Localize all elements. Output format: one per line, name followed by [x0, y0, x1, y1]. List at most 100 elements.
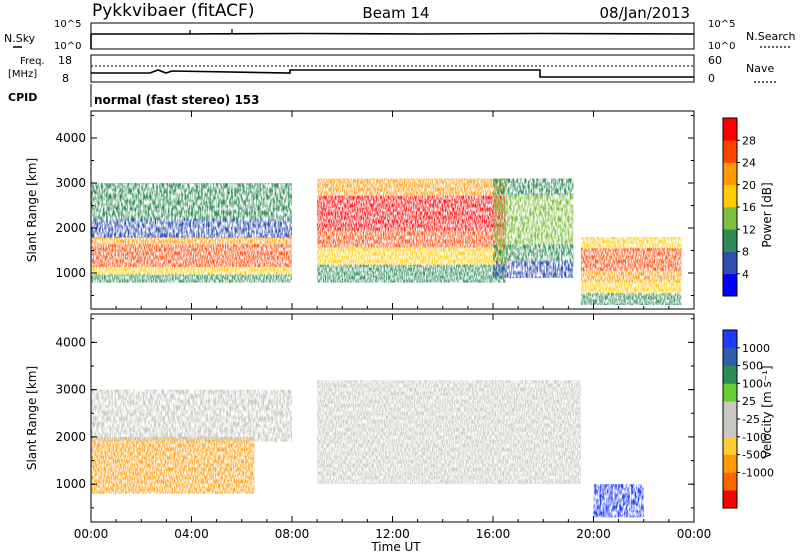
- power-colorbar-tick-label: 12: [742, 223, 756, 236]
- power-y-axis-label: Slant Range [km]: [25, 158, 39, 262]
- y-tick-label: 1000: [55, 266, 86, 280]
- power-band: [493, 228, 574, 246]
- freq-label-2: [MHz]: [8, 69, 37, 80]
- plot-title: Pykkvibaer (fitACF): [92, 1, 254, 21]
- freq-tick-bottom: 8: [62, 72, 69, 85]
- power-band: [580, 237, 682, 249]
- y-tick-label: 4000: [55, 335, 86, 349]
- freq-panel: Freq. [MHz] 18 8 60 0 Nave: [8, 54, 778, 85]
- power-band: [493, 178, 574, 196]
- velocity-colorbar-tick-label: 500: [742, 360, 763, 373]
- y-tick-label: 2000: [55, 221, 86, 235]
- power-band: [91, 267, 292, 276]
- power-colorbar-tick-label: 4: [742, 268, 749, 281]
- power-band: [493, 195, 574, 213]
- cpid-panel: CPID normal (fast stereo) 153: [8, 84, 260, 107]
- y-tick-label: 2000: [55, 430, 86, 444]
- velocity-colorbar-label: Velocity [m s⁻¹]: [760, 365, 774, 458]
- nave-tick-bottom: 0: [708, 72, 715, 85]
- velocity-y-axis-label: Slant Range [km]: [25, 366, 39, 470]
- x-tick-label: 00:00: [74, 527, 109, 541]
- velocity-scatter: [91, 380, 644, 518]
- power-band: [91, 192, 292, 202]
- power-colorbar-tick-label: 24: [742, 157, 756, 170]
- power-band: [580, 248, 682, 261]
- x-tick-label: 20:00: [576, 527, 611, 541]
- freq-label-1: Freq.: [20, 56, 45, 67]
- power-colorbar: 4 8 12 16 20 24 28: [722, 117, 756, 297]
- velocity-colorbar-segment: [723, 347, 737, 366]
- power-y-axis: 1000 2000 3000 4000: [55, 115, 694, 296]
- power-scatter: [91, 178, 682, 306]
- velocity-colorbar-tick-label: -25: [742, 413, 760, 426]
- power-band: [317, 213, 506, 231]
- power-panel: 1000 2000 3000 4000 Slant Range [km] 4 8 12 16…: [25, 110, 774, 310]
- velocity-colorbar-segment: [723, 419, 737, 438]
- x-axis-label: Time UT: [370, 540, 421, 554]
- velocity-colorbar-segment: [723, 383, 737, 402]
- velocity-region: [91, 389, 292, 442]
- noise-right-tick-bottom: 10^0: [708, 41, 735, 52]
- power-band: [493, 211, 574, 229]
- velocity-colorbar-segment: [723, 365, 737, 384]
- noise-panel: N.Sky 10^5 10^0 10^5 10^0 N.Search: [4, 19, 796, 52]
- nave-label: Nave: [746, 62, 774, 75]
- power-region: [493, 178, 574, 279]
- velocity-colorbar-segment: [723, 472, 737, 491]
- power-colorbar-label: Power [dB]: [760, 182, 774, 247]
- power-band: [91, 219, 292, 229]
- velocity-y-axis: 1000 2000 3000 4000: [55, 318, 694, 509]
- power-band: [493, 244, 574, 262]
- velocity-colorbar-tick-label: 100: [742, 377, 763, 390]
- power-band: [493, 261, 574, 279]
- nave-tick-top: 60: [708, 54, 722, 67]
- x-tick-label: 08:00: [275, 527, 310, 541]
- noise-left-label: N.Sky: [4, 32, 36, 45]
- power-region: [580, 237, 682, 306]
- velocity-colorbar-segment: [723, 436, 737, 455]
- power-colorbar-tick-label: 16: [742, 201, 756, 214]
- power-band: [317, 195, 506, 214]
- x-tick-label: 00:00: [677, 527, 712, 541]
- noise-left-tick-bottom: 10^0: [54, 41, 81, 52]
- power-colorbar-segment: [723, 207, 737, 230]
- velocity-colorbar-tick-label: -100: [742, 431, 767, 444]
- power-colorbar-tick-label: 8: [742, 246, 749, 259]
- power-region: [317, 178, 506, 283]
- power-band: [580, 259, 682, 272]
- noise-sky-line: [91, 32, 695, 35]
- power-band: [91, 228, 292, 238]
- power-band: [91, 210, 292, 220]
- power-band: [91, 252, 292, 261]
- power-colorbar-segment: [723, 184, 737, 208]
- frequency-line: [91, 69, 694, 78]
- velocity-region: [91, 436, 255, 494]
- velocity-colorbar-tick-label: 1000: [742, 342, 770, 355]
- x-tick-label: 12:00: [375, 527, 410, 541]
- power-band: [91, 244, 292, 253]
- velocity-colorbar-segment: [723, 401, 737, 420]
- velocity-region: [317, 380, 581, 485]
- power-band: [580, 282, 682, 294]
- power-band: [91, 259, 292, 268]
- velocity-colorbar: 1000 500 100 25 -25 -100 -500 -1000: [722, 329, 774, 509]
- power-band: [91, 183, 292, 193]
- beam-label: Beam 14: [362, 4, 429, 22]
- power-colorbar-tick-label: 20: [742, 179, 756, 192]
- x-tick-label: 16:00: [476, 527, 511, 541]
- velocity-colorbar-segment: [723, 330, 737, 349]
- power-band: [317, 230, 506, 249]
- power-band: [580, 270, 682, 283]
- power-colorbar-tick-label: 28: [742, 134, 756, 147]
- power-band: [91, 201, 292, 211]
- velocity-panel: 1000 2000 3000 4000 00:00 04:00 08:00 12:00 16:…: [25, 111, 774, 554]
- power-colorbar-segment: [723, 140, 737, 163]
- y-tick-label: 1000: [55, 477, 86, 491]
- power-band: [317, 247, 506, 266]
- velocity-colorbar-tick-label: 25: [742, 395, 756, 408]
- power-band: [580, 293, 682, 306]
- power-band: [317, 178, 506, 197]
- power-colorbar-segment: [723, 273, 737, 297]
- velocity-x-axis: 00:00 04:00 08:00 12:00 16:00 20:00 00:00: [74, 111, 712, 541]
